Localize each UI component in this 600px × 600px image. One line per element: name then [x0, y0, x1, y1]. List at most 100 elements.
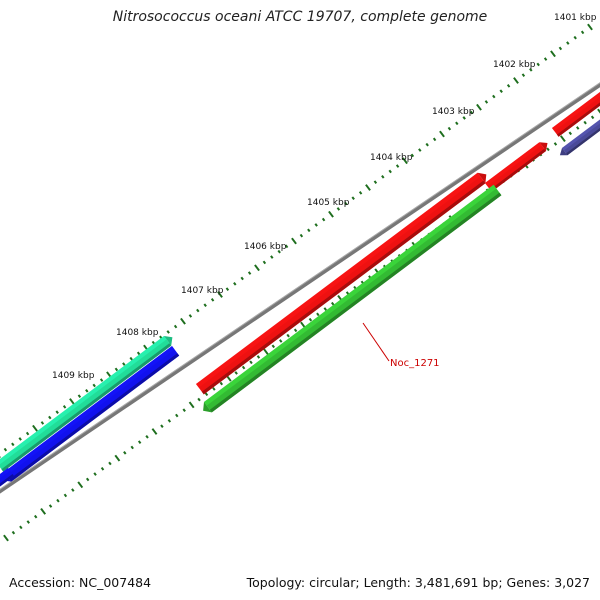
minor-tick	[48, 504, 53, 508]
minor-tick	[182, 408, 186, 412]
scale-label: 1406 kbp	[244, 242, 287, 252]
minor-tick	[432, 137, 437, 142]
minor-tick	[381, 175, 385, 179]
minor-tick	[344, 201, 348, 206]
minor-tick	[234, 371, 238, 375]
major-tick	[365, 184, 371, 191]
scale-label: 1404 kbp	[370, 153, 413, 163]
gene-shadow	[1, 343, 172, 472]
minor-tick	[469, 110, 474, 115]
gene-arrowhead	[559, 148, 568, 156]
major-tick	[291, 237, 297, 245]
minor-tick	[203, 303, 207, 307]
minor-tick	[388, 169, 392, 174]
gene-body	[485, 142, 546, 192]
minor-tick	[358, 191, 363, 195]
minor-tick	[100, 466, 105, 471]
major-tick	[3, 534, 9, 542]
minor-tick	[279, 339, 283, 343]
gene-highlight	[552, 92, 600, 132]
minor-tick	[345, 291, 350, 295]
minor-tick	[270, 255, 274, 259]
minor-tick	[308, 317, 313, 322]
minor-tick	[321, 217, 326, 222]
minor-tick	[11, 442, 15, 447]
minor-tick	[77, 394, 82, 398]
gene-feature[interactable]	[485, 142, 548, 192]
gene-shadow	[566, 127, 600, 156]
minor-tick	[286, 333, 290, 338]
minor-tick	[395, 164, 400, 168]
outer-scale-ticks	[0, 23, 593, 458]
gene-feature[interactable]	[203, 184, 502, 413]
minor-tick	[247, 271, 252, 275]
major-tick	[439, 130, 445, 138]
minor-tick	[48, 415, 52, 420]
minor-tick	[25, 431, 30, 436]
minor-tick	[568, 131, 573, 136]
gene-arrowhead	[539, 142, 548, 151]
minor-tick	[553, 142, 558, 146]
minor-tick	[123, 451, 127, 455]
major-tick	[77, 481, 84, 489]
minor-tick	[314, 223, 318, 227]
gene-arrowhead	[477, 172, 487, 184]
minor-tick	[212, 387, 216, 391]
gene-highlight	[485, 142, 542, 187]
gene-feature[interactable]	[552, 86, 600, 137]
gene-highlight	[4, 346, 175, 476]
minor-tick	[529, 68, 533, 72]
minor-tick	[71, 488, 75, 492]
gene-arrowhead	[164, 336, 173, 346]
gene-feature[interactable]	[0, 336, 173, 472]
backbone-line	[0, 82, 600, 494]
minor-tick	[241, 365, 246, 370]
major-tick	[476, 103, 482, 111]
minor-tick	[62, 405, 67, 409]
minor-tick	[204, 392, 209, 397]
minor-tick	[99, 378, 104, 382]
minor-tick	[558, 46, 563, 51]
major-tick	[550, 50, 556, 58]
major-tick	[151, 428, 158, 435]
gene-body	[0, 336, 172, 472]
minor-tick	[26, 520, 30, 524]
minor-tick	[499, 89, 503, 94]
genome-summary: Topology: circular; Length: 3,481,691 bp…	[246, 575, 590, 590]
major-tick	[254, 264, 260, 272]
minor-tick	[492, 94, 496, 99]
scale-label: 1407 kbp	[181, 286, 224, 296]
minor-tick	[576, 126, 580, 130]
minor-tick	[85, 389, 89, 393]
minor-tick	[506, 84, 511, 88]
minor-tick	[63, 493, 68, 498]
minor-tick	[151, 340, 156, 345]
minor-tick	[462, 116, 466, 120]
minor-tick	[521, 73, 526, 77]
major-tick	[217, 291, 223, 298]
minor-tick	[166, 330, 170, 334]
major-tick	[597, 108, 600, 114]
minor-tick	[316, 312, 320, 317]
gene-feature[interactable]	[2, 346, 180, 482]
backbone-highlight	[0, 82, 600, 490]
minor-tick	[33, 514, 38, 519]
gene-feature[interactable]	[196, 172, 487, 395]
minor-tick	[262, 260, 267, 265]
minor-tick	[225, 287, 230, 291]
minor-tick	[136, 351, 141, 356]
minor-tick	[196, 308, 200, 313]
minor-tick	[351, 196, 355, 200]
minor-tick	[167, 419, 172, 423]
minor-tick	[546, 147, 550, 152]
scale-label: 1403 kbp	[432, 107, 475, 117]
minor-tick	[233, 282, 237, 286]
minor-tick	[573, 35, 577, 40]
gene-feature[interactable]	[559, 112, 600, 156]
major-tick	[402, 157, 408, 165]
major-tick	[69, 398, 75, 405]
gene-feature[interactable]	[0, 468, 14, 488]
gene-highlight	[0, 336, 167, 465]
minor-tick	[40, 421, 45, 425]
gene-callout-label[interactable]: Noc_1271	[390, 358, 440, 369]
